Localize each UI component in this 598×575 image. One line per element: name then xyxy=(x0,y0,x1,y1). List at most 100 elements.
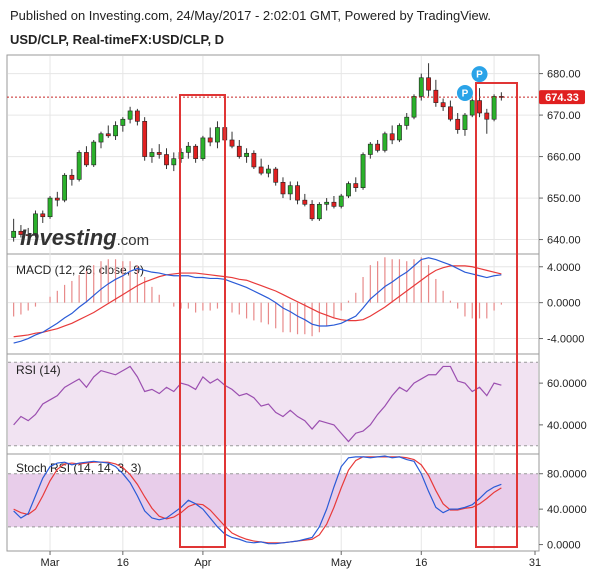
candle-up xyxy=(178,152,184,159)
rsi-tick-label: 60.0000 xyxy=(547,378,587,390)
candle-up xyxy=(462,114,468,130)
candle-up xyxy=(404,116,410,126)
marker-label: P xyxy=(462,89,469,100)
x-tick-label: 31 xyxy=(529,557,541,569)
x-tick-label: 16 xyxy=(415,557,427,569)
candle-up xyxy=(397,125,402,141)
candle-up xyxy=(346,183,351,197)
stoch-band xyxy=(8,473,538,528)
candle-down xyxy=(258,166,264,174)
macd-line xyxy=(13,257,502,344)
rsi-band-fill xyxy=(8,362,538,446)
candle-up xyxy=(287,185,293,195)
instrument-title: USD/CLP, Real-timeFX:USD/CLP, D xyxy=(10,32,225,47)
x-tick-label: Apr xyxy=(194,557,211,569)
candle-up xyxy=(127,110,133,120)
candle-down xyxy=(134,110,140,122)
highlight-box-left xyxy=(179,94,226,548)
price-tick-label: 650.00 xyxy=(547,193,581,205)
candle-up xyxy=(120,118,126,126)
candle-up xyxy=(76,152,82,180)
candle-up xyxy=(411,96,417,118)
investing-logo: Investing.com xyxy=(20,225,149,250)
candle-up xyxy=(185,145,191,153)
candle-down xyxy=(25,234,31,236)
price-tick-label: 680.00 xyxy=(547,69,581,81)
current-price-label: 674.33 xyxy=(545,92,579,104)
candle-down xyxy=(229,139,235,147)
marker-label: P xyxy=(476,70,483,81)
x-tick-label: May xyxy=(331,557,352,569)
rsi-title: RSI (14) xyxy=(16,363,61,377)
macd-tick-label: -4.0000 xyxy=(547,334,584,346)
candle-down xyxy=(156,152,162,155)
price-tick-label: 670.00 xyxy=(547,110,581,122)
stoch-band-fill xyxy=(8,473,538,527)
candle-up xyxy=(200,137,206,159)
candle-down xyxy=(477,100,482,114)
candle-up xyxy=(244,152,249,157)
candle-up xyxy=(113,125,118,137)
candle-up xyxy=(266,168,271,174)
stoch-tick-label: 0.0000 xyxy=(547,540,581,552)
candle-down xyxy=(375,143,381,151)
candle-up xyxy=(215,127,220,143)
candle-up xyxy=(171,158,177,166)
candle-up xyxy=(491,96,497,120)
candle-down xyxy=(273,168,279,183)
candles xyxy=(11,63,504,242)
candle-down xyxy=(455,118,461,130)
rsi-tick-label: 40.0000 xyxy=(547,420,587,432)
candle-down xyxy=(69,174,75,180)
x-axis-labels: Mar 16 Apr May 16 31 xyxy=(41,551,541,569)
y-axis-labels: 680.00 670.00 660.00 650.00 640.00 4.0000 0.00… xyxy=(539,69,587,552)
candle-down xyxy=(295,185,300,201)
rsi-pane xyxy=(13,365,502,443)
x-tick-label: 16 xyxy=(117,557,129,569)
current-price-badge xyxy=(539,90,585,105)
candle-up xyxy=(91,141,97,166)
published-header: Published on Investing.com, 24/May/2017 … xyxy=(10,8,492,23)
candle-down xyxy=(389,133,395,141)
candle-up xyxy=(33,213,38,236)
marker-p-lower: P xyxy=(456,85,473,102)
price-tick-label: 640.00 xyxy=(547,235,581,247)
stoch-d-line xyxy=(13,456,502,544)
candle-down xyxy=(433,89,439,103)
candle-down xyxy=(302,199,308,205)
stoch-pane xyxy=(13,455,502,545)
candle-up xyxy=(149,152,155,157)
rsi-line xyxy=(13,365,502,443)
candle-up xyxy=(367,143,373,155)
candle-down xyxy=(40,213,46,218)
rsi-band xyxy=(8,361,538,447)
macd-pane xyxy=(13,257,502,344)
candle-up xyxy=(360,154,366,188)
candle-down xyxy=(353,183,359,188)
candle-down xyxy=(440,102,446,108)
candle-up xyxy=(11,230,17,238)
macd-tick-label: 0.0000 xyxy=(547,298,581,310)
candle-down xyxy=(484,112,490,120)
candle-down xyxy=(105,133,111,137)
candle-up xyxy=(47,197,53,218)
candle-down xyxy=(280,181,286,195)
x-tick-label: Mar xyxy=(41,557,60,569)
candle-up xyxy=(418,77,424,97)
candle-down xyxy=(164,154,169,166)
macd-tick-label: 4.0000 xyxy=(547,262,581,274)
candle-down xyxy=(207,137,213,143)
candle-up xyxy=(382,133,388,151)
stoch-tick-label: 80.0000 xyxy=(547,469,587,481)
candle-down xyxy=(331,201,337,207)
candle-down xyxy=(84,152,89,166)
candle-down xyxy=(448,106,453,120)
candle-down xyxy=(251,152,257,168)
candle-down xyxy=(193,145,199,159)
candle-up xyxy=(98,133,104,143)
stoch-tick-label: 40.0000 xyxy=(547,504,587,516)
candle-up xyxy=(338,195,344,207)
candle-down xyxy=(426,77,431,91)
macd-signal-line xyxy=(13,265,502,338)
